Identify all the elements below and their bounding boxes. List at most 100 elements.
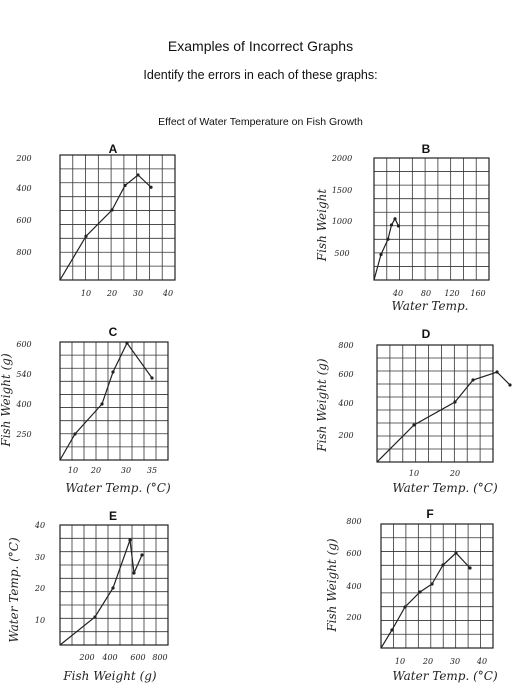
data-point [84, 234, 88, 238]
y-tick-label: 200 [15, 154, 31, 163]
graph-grid [59, 341, 169, 461]
data-point [132, 571, 136, 575]
x-tick-label: 10 [81, 289, 91, 298]
data-point [396, 224, 401, 228]
data-point [454, 551, 458, 555]
data-line [59, 174, 152, 281]
y-tick-label: 540 [16, 370, 31, 379]
data-point [110, 208, 114, 212]
y-tick-label: 10 [35, 616, 45, 625]
data-line [373, 217, 400, 281]
graph-a: A 10 20 30 40 200 400 600 800 [15, 142, 176, 298]
data-point [379, 252, 383, 257]
x-axis-title: Fish Weight (g) [62, 669, 157, 683]
y-axis-title: Water Temp. (°C) [7, 537, 21, 643]
data-point [111, 370, 115, 374]
data-point [468, 566, 472, 570]
page-title: Examples of Incorrect Graphs [167, 38, 354, 54]
graph-label: B [422, 142, 431, 156]
x-tick-label: 160 [470, 289, 485, 298]
x-tick-label: 120 [444, 289, 459, 298]
data-point [390, 628, 394, 632]
y-tick-label: 800 [346, 517, 361, 526]
data-point [149, 185, 153, 189]
data-point [508, 383, 512, 387]
data-line [376, 371, 511, 463]
y-tick-label: 200 [345, 613, 361, 622]
data-point [389, 223, 394, 227]
y-tick-label: 2000 [331, 154, 352, 163]
data-point [441, 563, 445, 567]
y-tick-label: 400 [345, 582, 361, 591]
data-point [386, 237, 390, 241]
graph-b: B 40 80 120 160 500 1000 1500 2000 Fish Weight Wat… [315, 142, 490, 313]
x-tick-label: 40 [392, 289, 403, 298]
x-tick-label: 30 [450, 657, 460, 666]
graph-f: F 10 20 30 40 200 400 600 800 Fish Weight (g) Wate… [325, 507, 498, 683]
data-point [125, 341, 129, 345]
x-tick-label: 20 [422, 657, 433, 666]
x-tick-label: 400 [101, 653, 117, 662]
graph-grid [59, 524, 169, 646]
data-point [430, 582, 434, 586]
y-tick-label: 200 [337, 431, 353, 440]
graph-label: F [426, 507, 433, 521]
y-tick-label: 500 [334, 249, 349, 258]
x-tick-label: 35 [147, 466, 157, 475]
data-point [495, 370, 499, 374]
data-point [412, 423, 416, 427]
x-tick-label: 20 [106, 289, 117, 298]
data-point [140, 553, 144, 557]
y-tick-label: 20 [34, 584, 45, 593]
data-point [123, 183, 127, 188]
graph-e: E 200 400 600 800 10 20 30 40 Water Temp. (°C) Fis… [7, 509, 169, 683]
x-tick-label: 200 [78, 653, 94, 662]
data-line [59, 539, 143, 646]
data-point [73, 432, 77, 436]
data-point [418, 590, 422, 594]
y-axis-title: Fish Weight (g) [315, 358, 329, 453]
graph-frame [59, 524, 169, 646]
y-tick-label: 800 [338, 341, 353, 350]
y-tick-label: 600 [346, 549, 361, 558]
data-line [380, 552, 471, 649]
graph-d: D 10 20 200 400 600 800 Fish Weight (g) Water Te… [315, 327, 512, 495]
y-tick-label: 30 [35, 553, 45, 562]
graph-frame [373, 157, 490, 281]
data-line [59, 341, 153, 461]
data-point [453, 400, 457, 404]
x-tick-label: 40 [162, 289, 173, 298]
chart-set-subtitle: Effect of Water Temperature on Fish Grow… [158, 116, 363, 128]
x-tick-label: 80 [421, 289, 431, 298]
y-tick-label: 800 [16, 248, 31, 257]
graph-grid [380, 523, 494, 649]
x-tick-label: 10 [409, 469, 419, 478]
data-point [93, 615, 97, 619]
y-tick-label: 600 [16, 340, 31, 349]
data-point [111, 586, 115, 590]
x-tick-label: 600 [130, 653, 145, 662]
data-point [128, 538, 132, 542]
graph-label: A [109, 142, 118, 156]
y-axis-title: Fish Weight [315, 189, 329, 263]
y-axis-title: Fish Weight (g) [325, 538, 339, 633]
data-point [403, 605, 407, 609]
graph-label: D [422, 327, 431, 341]
y-axis-title: Fish Weight (g) [0, 353, 13, 448]
x-tick-label: 10 [395, 657, 405, 666]
graph-grid [59, 154, 176, 281]
x-tick-label: 30 [121, 466, 131, 475]
x-tick-label: 40 [476, 657, 487, 666]
x-tick-label: 10 [68, 466, 78, 475]
data-point [150, 376, 154, 380]
y-tick-label: 40 [34, 521, 45, 530]
y-tick-label: 600 [338, 370, 353, 379]
graph-label: E [109, 509, 117, 523]
y-tick-label: 250 [15, 430, 31, 439]
graph-frame [376, 344, 494, 463]
y-tick-label: 400 [15, 184, 31, 193]
x-axis-title: Water Temp. (°C) [392, 669, 498, 683]
data-point [136, 173, 140, 177]
y-tick-label: 400 [337, 399, 353, 408]
